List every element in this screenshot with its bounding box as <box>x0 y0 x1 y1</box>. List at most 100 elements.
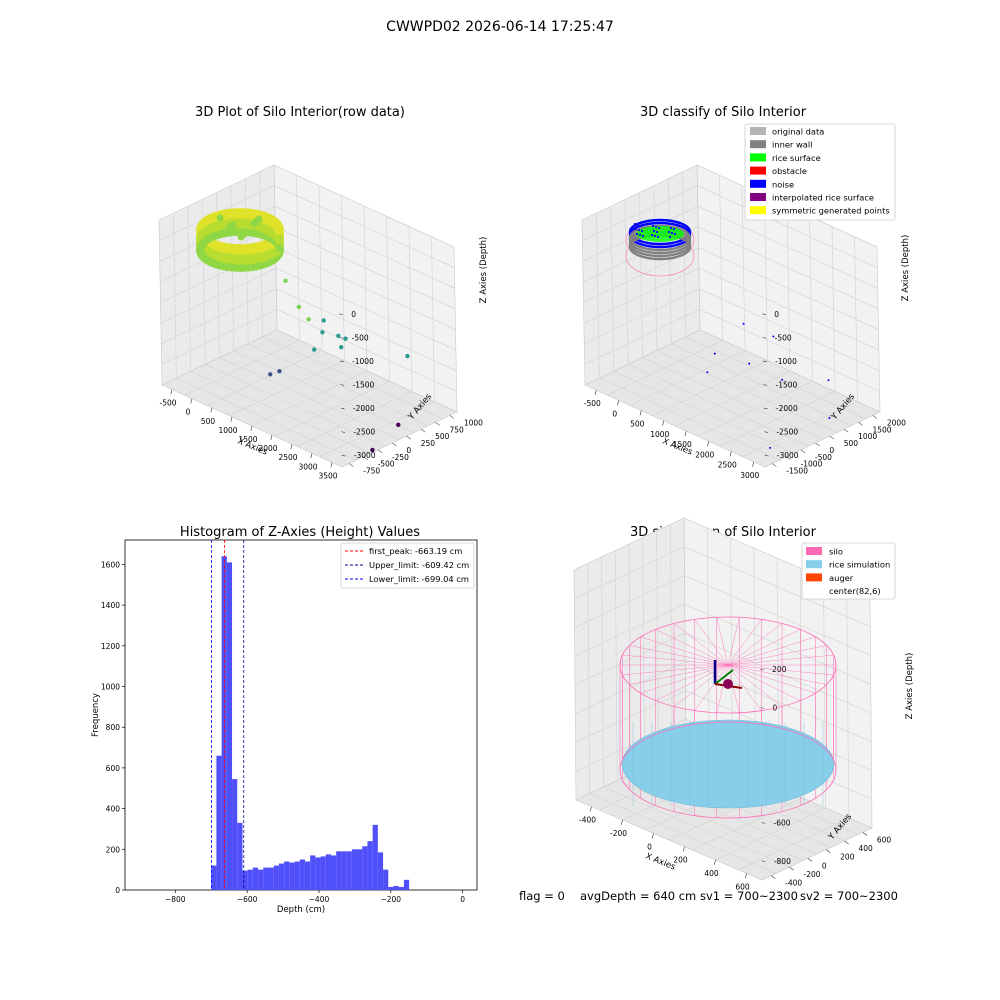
p4-x-tick-label: 400 <box>704 869 719 878</box>
p4-silo-spoke <box>622 654 729 666</box>
p1-z-tick <box>341 454 346 457</box>
p3-x-tick-label: 0 <box>460 895 465 904</box>
p2-z-tick-label: -2500 <box>776 428 798 437</box>
p4-grid-left-w <box>574 546 685 600</box>
p2-x-tick <box>617 400 620 406</box>
p2-z-tick <box>764 431 769 433</box>
p1-data-point <box>296 304 302 310</box>
panel-title-histogram: Histogram of Z-Axies (Height) Values <box>180 525 420 540</box>
p2-noise-point <box>828 417 831 420</box>
p4-silo-spoke <box>727 664 816 694</box>
p4-silo-spoke <box>716 664 729 713</box>
p2-noise-point <box>655 230 659 234</box>
p3-bar <box>315 857 321 890</box>
p3-bar <box>351 849 358 890</box>
p3-bar <box>388 886 394 890</box>
p2-x-tick <box>729 451 732 457</box>
p4-silo-spoke <box>622 664 729 676</box>
p1-z-tick <box>341 431 346 433</box>
p2-x-tick-label: 3000 <box>740 471 759 480</box>
p4-silo-spoke <box>727 617 740 666</box>
p2-noise-point <box>670 231 674 235</box>
p2-noise-point <box>748 362 751 365</box>
p2-noise-point <box>656 235 660 239</box>
p1-grid-floor-v <box>262 336 443 420</box>
p3-plot-area <box>124 539 478 891</box>
p4-grid-left-v <box>656 530 659 762</box>
p2-legend-label: rice surface <box>772 153 821 163</box>
p4-x-tick-label: 200 <box>673 856 688 865</box>
p3-legend-label: first_peak: -663.19 cm <box>369 546 462 556</box>
p1-z-tick-label: -3000 <box>354 451 376 460</box>
p2-noise-point <box>641 234 645 238</box>
p4-y-tick-label: -400 <box>785 879 802 888</box>
p4-y-tick <box>789 866 794 871</box>
p3-bar <box>310 855 316 890</box>
p1-x-tick <box>230 416 233 422</box>
p2-y-tick-label: 500 <box>844 439 859 448</box>
p4-axis-y-arrow <box>714 669 734 685</box>
p3-x-tick-label: −200 <box>380 895 401 904</box>
p2-legend-swatch <box>750 153 766 162</box>
p1-y-tick <box>349 463 354 467</box>
p1-x-tick-label: 2500 <box>278 453 297 462</box>
p1-z-tick-label: -500 <box>352 333 369 342</box>
p3-bar <box>330 855 337 890</box>
p2-x-tick-label: 1000 <box>650 430 669 439</box>
p2-z-tick <box>763 384 768 386</box>
p3-bar <box>278 863 285 890</box>
p1-z-tick-label: 0 <box>351 310 356 319</box>
p1-grid-back-w <box>274 226 456 310</box>
p4-silo-spoke <box>716 617 729 666</box>
p4-x-tick-label: 0 <box>647 842 652 851</box>
p4-legend-swatch <box>806 560 822 569</box>
p1-surface-point <box>237 233 245 241</box>
p1-z-tick <box>339 313 343 315</box>
p4-silo-spoke <box>727 664 834 676</box>
p1-grid-back-w <box>274 185 455 268</box>
p2-grid-floor-u <box>719 391 836 447</box>
panel-title-raw-data: 3D Plot of Silo Interior(row data) <box>195 105 405 120</box>
p1-grid-back-w <box>274 205 455 289</box>
p4-silo-spoke <box>727 619 762 666</box>
p2-noise-point <box>634 227 638 231</box>
p3-y-tick-label: 600 <box>106 764 121 773</box>
p3-xlabel: Depth (cm) <box>277 905 325 915</box>
p2-x-tick-label: 2000 <box>695 450 714 459</box>
p1-zlabel: Z Axies (Depth) <box>479 237 489 304</box>
p3-bar <box>242 870 248 890</box>
p3-bar <box>393 885 399 890</box>
p2-grid-floor-v <box>656 350 838 433</box>
figure-suptitle: CWWPD02 2026-06-14 17:25:47 <box>386 19 614 35</box>
p4-silo-spoke <box>640 636 729 666</box>
p2-noise-point <box>667 230 671 234</box>
p1-y-tick <box>377 449 383 454</box>
p4-grid-back-w <box>684 632 872 714</box>
p4-xlabel: X Axies <box>644 852 677 873</box>
p2-y-tick <box>772 463 777 467</box>
p2-zlabel: Z Axies (Depth) <box>901 235 911 302</box>
p2-grid-back-u <box>854 236 858 402</box>
p3-bar <box>362 846 368 890</box>
p1-data-point <box>312 347 317 352</box>
status-sv1: sv1 = 700~2300 <box>700 889 798 903</box>
p2-noise-point <box>668 235 672 239</box>
p2-x-tick <box>752 461 755 467</box>
p3-bar <box>325 854 331 890</box>
p4-silo-spoke <box>640 664 729 694</box>
p1-wall-point <box>275 244 284 253</box>
p2-x-tick <box>662 420 665 426</box>
p3-x-tick-label: −400 <box>309 895 330 904</box>
p4-legend-label: rice simulation <box>829 560 890 570</box>
p3-bar <box>216 755 222 890</box>
p4-x-tick <box>683 846 685 852</box>
p2-noise-point <box>713 352 716 355</box>
p2-grid-back-u <box>831 226 836 392</box>
p3-y-tick-label: 200 <box>106 845 121 854</box>
p3-y-tick-label: 1200 <box>101 642 120 651</box>
p3-legend-frame <box>340 542 475 589</box>
p2-grid-floor-u <box>697 380 813 437</box>
p2-noise-point <box>637 228 641 232</box>
p1-x-tick <box>190 398 193 404</box>
p2-noise-point <box>671 222 675 226</box>
